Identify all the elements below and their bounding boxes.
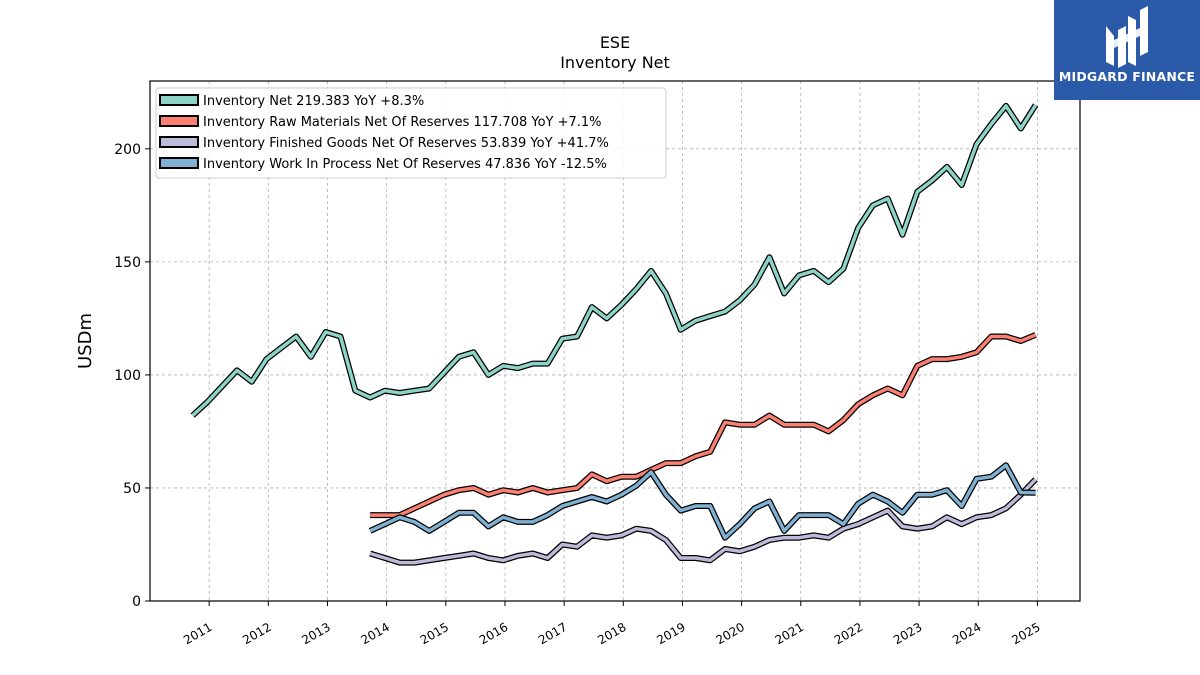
x-tick-label: 2012 <box>240 620 273 647</box>
y-axis-label: USDm <box>75 313 96 369</box>
legend-swatch <box>159 136 199 148</box>
x-tick-label: 2013 <box>299 620 332 647</box>
series-line-3 <box>369 463 1036 540</box>
legend-swatch <box>159 115 199 127</box>
x-tick-label: 2023 <box>891 620 924 647</box>
brand-name: MIDGARD FINANCE <box>1058 69 1196 84</box>
x-tick-label: 2020 <box>714 620 747 647</box>
legend-swatch <box>159 94 199 106</box>
x-tick-label: 2024 <box>950 620 983 647</box>
x-tick-label: 2014 <box>359 620 392 647</box>
x-tick-label: 2021 <box>773 620 806 647</box>
legend-entry: Inventory Raw Materials Net Of Reserves … <box>203 115 602 130</box>
chart-title: ESE <box>599 33 631 52</box>
x-tick-label: 2025 <box>1009 620 1042 647</box>
legend-entry: Inventory Work In Process Net Of Reserve… <box>203 157 607 172</box>
x-tick-label: 2016 <box>477 620 510 647</box>
y-tick-label: 50 <box>123 481 141 497</box>
plot-frame <box>149 80 1081 602</box>
x-tick-label: 2018 <box>595 620 628 647</box>
x-tick-label: 2017 <box>536 620 569 647</box>
brand-logo: MIDGARD FINANCE <box>1054 0 1200 100</box>
y-tick-label: 200 <box>114 142 141 158</box>
legend-entry: Inventory Net 219.383 YoY +8.3% <box>203 94 424 109</box>
y-tick-label: 100 <box>114 368 141 384</box>
x-tick-label: 2022 <box>832 620 865 647</box>
series-line-1 <box>370 333 1037 517</box>
series-line-0 <box>191 104 1038 417</box>
series-line-2 <box>369 478 1037 565</box>
x-tick-label: 2015 <box>418 620 451 647</box>
legend: Inventory Net 219.383 YoY +8.3% Inventory… <box>155 87 667 179</box>
y-tick-label: 150 <box>114 255 141 271</box>
legend-entry: Inventory Finished Goods Net Of Reserves… <box>203 136 609 151</box>
brand-mark-icon <box>1106 6 1148 68</box>
x-tick-label: 2011 <box>181 620 214 647</box>
series-lines <box>190 102 1039 566</box>
y-tick-label: 0 <box>132 594 141 610</box>
legend-swatch <box>159 157 199 169</box>
chart-subtitle: Inventory Net <box>560 53 670 72</box>
legend-box <box>155 87 667 179</box>
x-tick-label: 2019 <box>654 620 687 647</box>
